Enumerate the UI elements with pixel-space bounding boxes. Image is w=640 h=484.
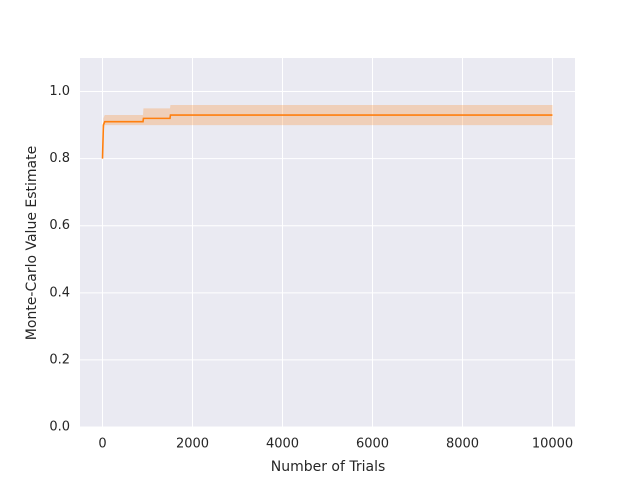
x-tick-label: 10000 — [532, 437, 573, 452]
marks — [101, 104, 553, 159]
line — [101, 114, 553, 159]
x-tick-label: 6000 — [356, 437, 389, 452]
x-axis-label: Number of Trials — [271, 459, 386, 475]
y-axis-label: Monte-Carlo Value Estimate — [24, 146, 40, 340]
y-tick-label: 0.6 — [49, 218, 70, 233]
x-tick-label: 2000 — [176, 437, 209, 452]
x-tick-label: 8000 — [446, 437, 479, 452]
grid — [80, 58, 575, 428]
y-tick-label: 0.4 — [49, 285, 70, 300]
y-tick-label: 0.2 — [49, 352, 70, 367]
y-tick-label: 1.0 — [49, 84, 70, 99]
x-tick-label: 0 — [98, 437, 106, 452]
plot-area — [80, 58, 575, 427]
x-tick-label: 4000 — [266, 437, 299, 452]
y-tick-label: 0.0 — [49, 420, 70, 435]
confidence-band — [102, 104, 553, 159]
y-tick-label: 0.8 — [49, 151, 70, 166]
